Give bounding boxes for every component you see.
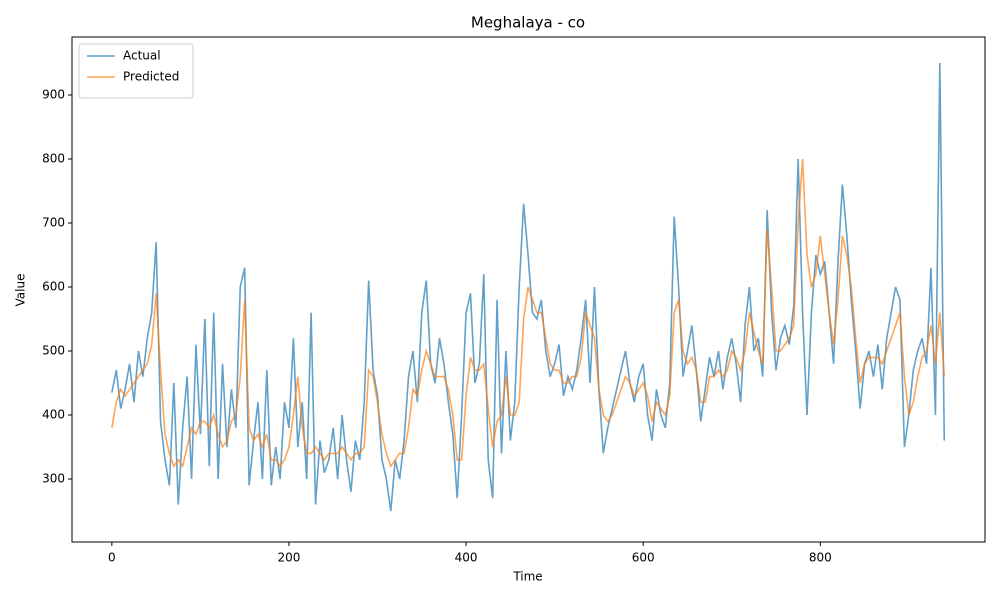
y-tick-label: 500 — [42, 344, 65, 358]
legend-label: Predicted — [123, 70, 179, 84]
series-line — [111, 158, 946, 469]
plot-frame — [71, 36, 986, 543]
y-tick-label: 900 — [42, 87, 65, 101]
y-tick-label: 800 — [42, 151, 65, 165]
x-tick-label: 200 — [278, 551, 301, 565]
x-tick-label: 600 — [632, 551, 655, 565]
y-tick-label: 400 — [42, 408, 65, 422]
x-tick-label: 400 — [455, 551, 478, 565]
y-tick-label: 700 — [42, 215, 65, 229]
legend-box — [78, 43, 194, 99]
y-tick-label: 600 — [42, 280, 65, 294]
chart-title: Meghalaya - co — [471, 14, 585, 32]
legend: Actual Predicted — [78, 43, 194, 99]
x-axis-label: Time — [512, 570, 542, 584]
legend-label: Actual — [123, 49, 161, 63]
x-tick-label: 800 — [809, 551, 832, 565]
y-axis-label: Value — [14, 274, 28, 307]
y-tick-label: 300 — [42, 472, 65, 486]
x-tick-label: 0 — [108, 551, 116, 565]
series-line — [111, 62, 946, 512]
